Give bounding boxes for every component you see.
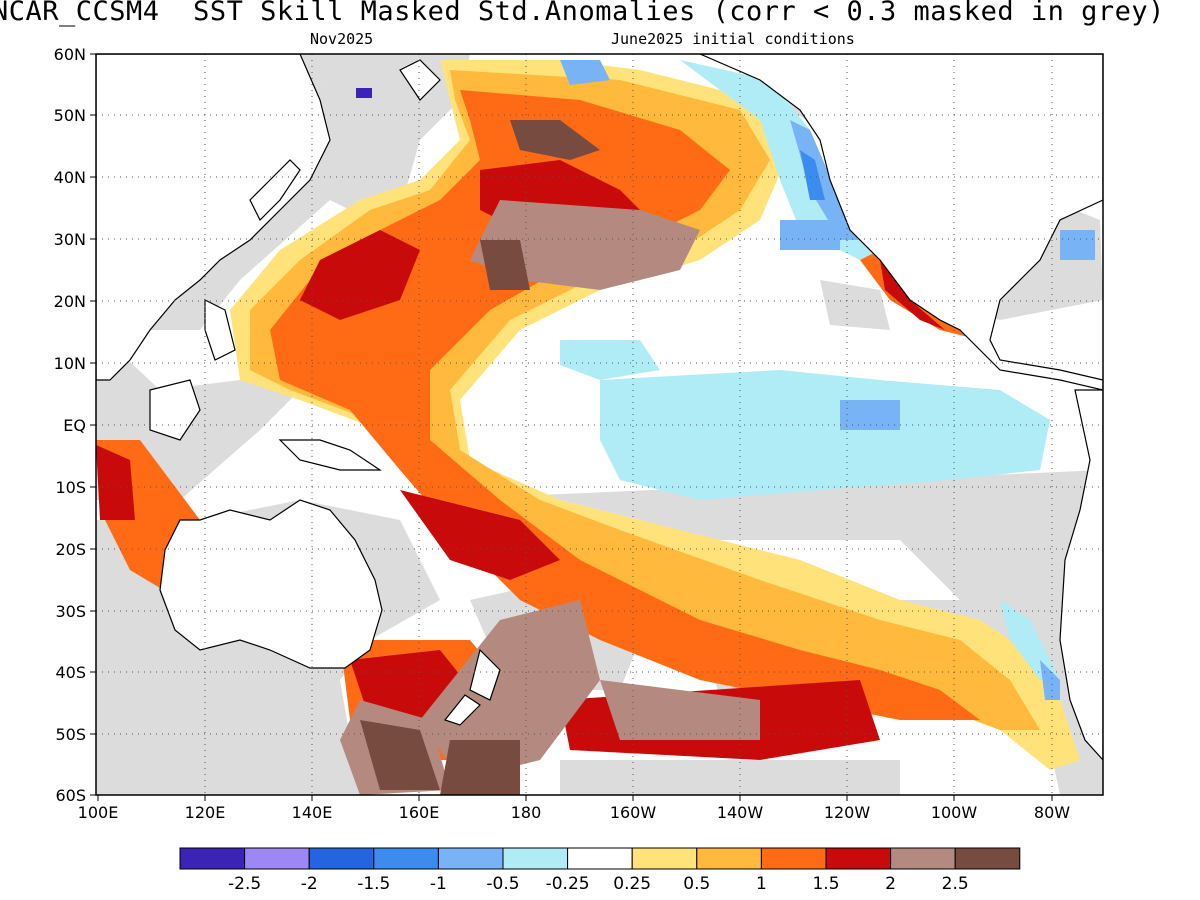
colorbar: -2.5 -2 -1.5 -1 -0.5 -0.25 0.25 0.5 1 1.5 2 2.5: [179, 847, 1021, 894]
lat-label: EQ: [63, 416, 86, 435]
lon-label: 100E: [78, 803, 119, 822]
lon-label: 80W: [1034, 803, 1070, 822]
north-america: [699, 54, 1103, 391]
kamchatka: [399, 59, 441, 101]
initial-conditions: June2025 initial conditions: [611, 30, 855, 48]
lat-label: 40N: [54, 168, 86, 187]
tick-marks: [90, 53, 1053, 801]
lat-label: 20S: [55, 540, 86, 559]
lon-label: 120W: [824, 803, 871, 822]
new-zealand-north: [469, 648, 501, 701]
colorbar-swatch: [179, 847, 246, 870]
colorbar-swatch: [437, 847, 504, 870]
colorbar-swatch: [567, 847, 633, 870]
colorbar-label: -0.5: [486, 874, 519, 894]
australia: [159, 499, 383, 669]
colorbar-label: 2: [885, 874, 896, 894]
colorbar-label: 1.5: [812, 874, 839, 894]
lat-label: 10N: [54, 354, 86, 373]
lon-label: 160W: [610, 803, 657, 822]
colorbar-swatch: [631, 847, 698, 870]
colorbar-label: 0.5: [683, 874, 710, 894]
lat-label: 60S: [55, 786, 86, 805]
colorbar-swatch: [760, 847, 827, 870]
colorbar-swatch: [373, 847, 439, 870]
lon-label: 160E: [399, 803, 440, 822]
lat-label: 30S: [55, 602, 86, 621]
japan: [249, 159, 301, 222]
colorbar-label: 1: [756, 874, 767, 894]
south-america: [1059, 389, 1103, 761]
longitude-labels: 100E 120E 140E 160E 180 160W 140W 120W 100W 80W: [78, 803, 1071, 822]
new-guinea: [278, 439, 382, 471]
colorbar-swatch: [696, 847, 762, 870]
forecast-month: Nov2025: [310, 30, 374, 48]
colorbar-label: -0.25: [546, 874, 590, 894]
colorbar-swatch: [244, 847, 310, 870]
colorbar-label: -2: [301, 874, 318, 894]
land-masses: [96, 54, 1103, 761]
lat-label: 40S: [55, 663, 86, 682]
lat-label: 50S: [55, 725, 86, 744]
lon-label: 180: [511, 803, 542, 822]
asia: [96, 54, 331, 381]
map-field: [96, 54, 1103, 795]
lon-label: 140W: [717, 803, 764, 822]
lon-label: 140E: [292, 803, 333, 822]
colorbar-swatch: [954, 847, 1021, 870]
colorbar-label: -1: [430, 874, 447, 894]
colorbar-swatch: [825, 847, 892, 870]
lon-label: 100W: [931, 803, 978, 822]
colorbar-label: 2.5: [942, 874, 969, 894]
colorbar-swatch: [308, 847, 375, 870]
colorbar-label: -2.5: [228, 874, 261, 894]
colorbar-swatch: [890, 847, 956, 870]
colorbar-swatch: [502, 847, 569, 870]
lat-label: 20N: [54, 292, 86, 311]
positive-anomalies: [96, 60, 1080, 795]
new-zealand-south: [443, 694, 481, 726]
lat-label: 10S: [55, 478, 86, 497]
lat-label: 30N: [54, 230, 86, 249]
philippines: [204, 299, 236, 361]
latitude-labels: 60N 50N 40N 30N 20N 10N EQ 10S 20S 30S 40S 50S 60S: [54, 45, 86, 805]
map-title: NCAR_CCSM4 SST Skill Masked Std.Anomalie…: [0, 0, 1165, 27]
lat-label: 60N: [54, 45, 86, 64]
colorbar-label: 0.25: [613, 874, 651, 894]
colorbar-label: -1.5: [357, 874, 390, 894]
lat-label: 50N: [54, 106, 86, 125]
lon-label: 120E: [185, 803, 226, 822]
